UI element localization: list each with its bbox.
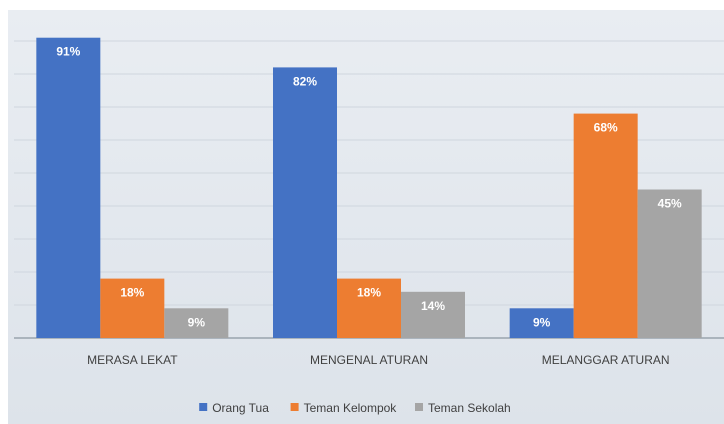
bar-teman-sekolah	[164, 308, 229, 338]
category-labels: MERASA LEKAT MENGENAL ATURAN MELANGGAR ATU…	[87, 353, 669, 367]
data-labels: 91% 18% 9% 82% 18% 14% 9% 68% 45%	[56, 45, 682, 330]
data-label: 14%	[421, 299, 445, 313]
bar-orang-tua	[509, 308, 574, 338]
category-label: MELANGGAR ATURAN	[542, 353, 670, 367]
data-label: 91%	[56, 45, 80, 59]
bar-teman-sekolah	[637, 189, 702, 338]
bar-chart: 91%18%9%82%18%14%9%68%45% MERASA LEKAT ME…	[14, 37, 724, 415]
legend-swatch	[415, 403, 423, 411]
category-label: MERASA LEKAT	[87, 353, 178, 367]
category-label: MENGENAL ATURAN	[310, 353, 428, 367]
chart-area: 91% 18% 9% 82% 18% 14% 9% 68% 45% MERASA LEKAT ME…	[8, 10, 724, 424]
bar-orang-tua	[36, 37, 101, 338]
legend-label: Teman Kelompok	[304, 401, 398, 415]
bar-teman-kelompok	[337, 278, 401, 338]
bar-orang-tua	[273, 67, 337, 339]
legend: Orang Tua Teman Kelompok Teman Sekolah	[199, 401, 511, 415]
bars	[36, 37, 702, 339]
data-label: 18%	[357, 286, 381, 300]
data-label: 18%	[120, 286, 144, 300]
bar-teman-sekolah	[401, 291, 465, 338]
legend-swatch	[199, 403, 208, 411]
legend-label: Orang Tua	[212, 401, 269, 415]
data-label: 9%	[533, 315, 551, 329]
bar-teman-kelompok	[100, 278, 165, 338]
legend-swatch	[290, 403, 299, 411]
legend-label: Teman Sekolah	[428, 401, 511, 415]
data-label: 9%	[188, 315, 206, 329]
data-label: 68%	[594, 121, 618, 135]
data-label: 82%	[293, 74, 317, 88]
bar-teman-kelompok	[573, 113, 638, 338]
data-label: 45%	[658, 197, 682, 211]
